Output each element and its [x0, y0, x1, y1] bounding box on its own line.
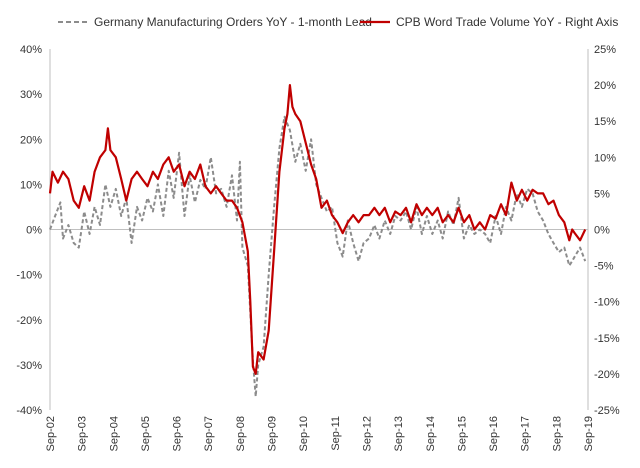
x-tick-label: Sep-10 [298, 416, 310, 451]
right-tick-label: 20% [594, 80, 616, 92]
left-tick-label: -30% [16, 360, 42, 372]
series-line-germany-orders [49, 115, 587, 398]
x-tick-label: Sep-07 [203, 416, 215, 451]
right-tick-label: -20% [594, 369, 620, 381]
x-tick-label: Sep-16 [488, 416, 500, 451]
left-tick-label: 20% [20, 134, 42, 146]
left-tick-label: 30% [20, 89, 42, 101]
left-tick-label: -10% [16, 270, 42, 282]
left-tick-label: 40% [20, 44, 42, 56]
legend-label-cpb-trade: CPB Word Trade Volume YoY - Right Axis [396, 15, 618, 29]
left-tick-label: 10% [20, 179, 42, 191]
left-tick-label: -40% [16, 405, 42, 417]
x-tick-label: Sep-06 [172, 416, 184, 451]
x-tick-label: Sep-12 [361, 416, 373, 451]
x-tick-label: Sep-09 [267, 416, 279, 451]
x-tick-label: Sep-18 [551, 416, 563, 451]
x-tick-label: Sep-15 [456, 416, 468, 451]
x-tick-label: Sep-04 [108, 416, 120, 451]
x-tick-label: Sep-08 [235, 416, 247, 451]
right-tick-label: -10% [594, 297, 620, 309]
x-tick-label: Sep-17 [520, 416, 532, 451]
right-tick-label: -5% [594, 261, 614, 273]
right-tick-label: -25% [594, 405, 620, 417]
right-tick-label: 0% [594, 225, 610, 237]
x-axis-ticks: Sep-02 Sep-03 Sep-04 Sep-05 Sep-06 Sep-07 Sep-… [45, 416, 595, 451]
left-tick-label: 0% [26, 225, 42, 237]
x-tick-label: Sep-11 [330, 416, 342, 451]
right-tick-label: -15% [594, 333, 620, 345]
left-tick-label: -20% [16, 315, 42, 327]
x-tick-label: Sep-19 [583, 416, 595, 451]
x-tick-label: Sep-13 [393, 416, 405, 451]
right-axis-ticks: -25% -20% -15% -10% -5% 0% 5% 10% 15% 20% 25% [594, 44, 620, 417]
x-tick-label: Sep-03 [77, 416, 89, 451]
x-tick-label: Sep-14 [425, 416, 437, 451]
x-tick-label: Sep-02 [45, 416, 57, 451]
right-tick-label: 10% [594, 152, 616, 164]
right-tick-label: 25% [594, 44, 616, 56]
series-layer [48, 84, 587, 398]
legend: Germany Manufacturing Orders YoY - 1-mon… [58, 15, 618, 29]
series-line-cpb-trade [48, 84, 587, 375]
legend-label-germany-orders: Germany Manufacturing Orders YoY - 1-mon… [94, 15, 372, 29]
left-axis-ticks: -40% -30% -20% -10% 0% 10% 20% 30% 40% [16, 44, 42, 417]
right-tick-label: 15% [594, 116, 616, 128]
x-tick-label: Sep-05 [140, 416, 152, 451]
right-tick-label: 5% [594, 188, 610, 200]
